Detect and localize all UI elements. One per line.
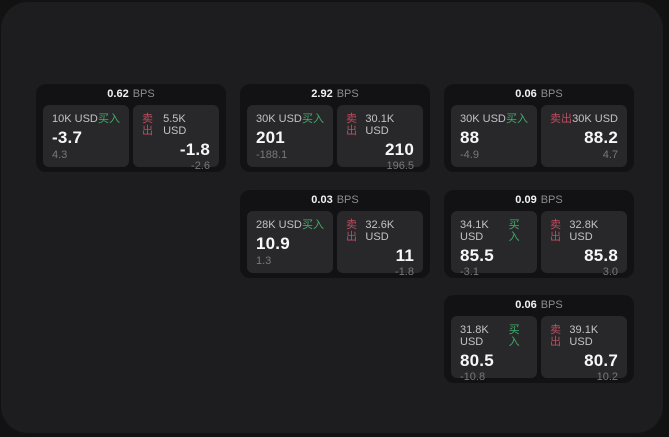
- quote-panels: 10K USD 买入 -3.7 4.3 卖出 5.5K USD -1.8 -2.…: [36, 105, 226, 172]
- quote-card-4: 0.03 BPS 28K USD 买入 10.9 1.3 卖出 32.6K US…: [240, 190, 430, 278]
- sell-panel[interactable]: 卖出 30.1K USD 210 196.5: [337, 105, 423, 172]
- quote-card-5: 0.09 BPS 34.1K USD 买入 85.5 -3.1 卖出 32.8K…: [444, 190, 634, 278]
- buy-price: 80.5: [460, 351, 494, 370]
- buy-panel[interactable]: 10K USD 买入 -3.7 4.3: [43, 105, 129, 167]
- buy-price: 85.5: [460, 246, 494, 265]
- sell-price: 11: [395, 246, 414, 265]
- sell-panel[interactable]: 卖出 32.6K USD 11 -1.8: [337, 211, 423, 278]
- bps-value: 0.62: [107, 88, 129, 100]
- buy-label: 买入: [506, 113, 528, 125]
- quote-card-6: 0.06 BPS 31.8K USD 买入 80.5 -10.8 卖出 39.1…: [444, 295, 634, 383]
- bps-value: 0.06: [515, 88, 537, 100]
- buy-amount: 31.8K USD: [460, 324, 489, 348]
- buy-amount: 34.1K USD: [460, 219, 489, 243]
- buy-panel[interactable]: 31.8K USD 买入 80.5 -10.8: [451, 316, 537, 383]
- quote-panels: 30K USD 买入 88 -4.9 卖出 30K USD 88.2 4.7: [444, 105, 634, 172]
- card-header: 0.03 BPS: [240, 190, 430, 211]
- sell-amount: 32.8K USD: [569, 219, 599, 243]
- bps-label: BPS: [132, 88, 155, 100]
- quote-panels: 31.8K USD 买入 80.5 -10.8 卖出 39.1K USD 80.…: [444, 316, 634, 383]
- buy-amount: 30K USD: [256, 113, 302, 125]
- buy-amount: 28K USD: [256, 219, 302, 231]
- card-header: 2.92 BPS: [240, 84, 430, 105]
- card-header: 0.09 BPS: [444, 190, 634, 211]
- buy-price: 10.9: [256, 234, 290, 253]
- sell-panel[interactable]: 卖出 5.5K USD -1.8 -2.6: [133, 105, 219, 172]
- buy-delta: 1.3: [256, 255, 272, 267]
- card-header: 0.62 BPS: [36, 84, 226, 105]
- sell-panel[interactable]: 卖出 32.8K USD 85.8 3.0: [541, 211, 627, 278]
- sell-price: -1.8: [179, 140, 210, 159]
- card-header: 0.06 BPS: [444, 84, 634, 105]
- quote-card-1: 0.62 BPS 10K USD 买入 -3.7 4.3 卖出 5.5K USD…: [36, 84, 226, 172]
- quote-panels: 34.1K USD 买入 85.5 -3.1 卖出 32.8K USD 85.8…: [444, 211, 634, 278]
- buy-label: 买入: [508, 324, 520, 348]
- sell-delta: 3.0: [602, 266, 618, 278]
- sell-panel[interactable]: 卖出 30K USD 88.2 4.7: [541, 105, 627, 167]
- quote-card-2: 2.92 BPS 30K USD 买入 201 -188.1 卖出 30.1K …: [240, 84, 430, 172]
- bps-label: BPS: [336, 88, 359, 100]
- buy-label: 买入: [302, 113, 324, 125]
- sell-label: 卖出: [346, 219, 357, 243]
- sell-price: 210: [385, 140, 414, 159]
- bps-label: BPS: [540, 299, 563, 311]
- buy-panel[interactable]: 34.1K USD 买入 85.5 -3.1: [451, 211, 537, 278]
- sell-label: 卖出: [550, 219, 561, 243]
- bps-value: 0.03: [311, 194, 333, 206]
- quote-panels: 30K USD 买入 201 -188.1 卖出 30.1K USD 210 1…: [240, 105, 430, 172]
- sell-label: 卖出: [142, 113, 153, 137]
- buy-label: 买入: [302, 219, 324, 231]
- bps-value: 0.09: [515, 194, 537, 206]
- buy-price: 88: [460, 128, 480, 147]
- sell-price: 88.2: [584, 128, 618, 147]
- buy-delta: -10.8: [460, 371, 486, 383]
- buy-price: -3.7: [52, 128, 83, 147]
- buy-delta: -4.9: [460, 149, 479, 161]
- sell-label: 卖出: [550, 324, 561, 348]
- buy-panel[interactable]: 30K USD 买入 201 -188.1: [247, 105, 333, 167]
- quote-card-3: 0.06 BPS 30K USD 买入 88 -4.9 卖出 30K USD 8…: [444, 84, 634, 172]
- sell-panel[interactable]: 卖出 39.1K USD 80.7 10.2: [541, 316, 627, 383]
- bps-label: BPS: [540, 88, 563, 100]
- buy-delta: -3.1: [460, 266, 479, 278]
- quote-panels: 28K USD 买入 10.9 1.3 卖出 32.6K USD 11 -1.8: [240, 211, 430, 278]
- buy-price: 201: [256, 128, 285, 147]
- sell-label: 卖出: [346, 113, 357, 137]
- sell-amount: 5.5K USD: [163, 113, 187, 137]
- sell-delta: -1.8: [395, 266, 414, 278]
- sell-delta: 4.7: [602, 149, 618, 161]
- buy-label: 买入: [508, 219, 520, 243]
- sell-amount: 30K USD: [572, 113, 618, 125]
- sell-delta: 196.5: [386, 160, 414, 172]
- buy-delta: 4.3: [52, 149, 68, 161]
- sell-price: 85.8: [584, 246, 618, 265]
- buy-amount: 30K USD: [460, 113, 506, 125]
- buy-panel[interactable]: 30K USD 买入 88 -4.9: [451, 105, 537, 167]
- bps-label: BPS: [336, 194, 359, 206]
- bps-value: 0.06: [515, 299, 537, 311]
- sell-label: 卖出: [550, 113, 572, 125]
- sell-amount: 32.6K USD: [365, 219, 395, 243]
- sell-delta: -2.6: [191, 160, 210, 172]
- sell-price: 80.7: [584, 351, 618, 370]
- buy-label: 买入: [98, 113, 120, 125]
- bps-label: BPS: [540, 194, 563, 206]
- card-header: 0.06 BPS: [444, 295, 634, 316]
- bps-value: 2.92: [311, 88, 333, 100]
- buy-amount: 10K USD: [52, 113, 98, 125]
- sell-amount: 30.1K USD: [365, 113, 395, 137]
- sell-amount: 39.1K USD: [569, 324, 599, 348]
- buy-delta: -188.1: [256, 149, 288, 161]
- buy-panel[interactable]: 28K USD 买入 10.9 1.3: [247, 211, 333, 273]
- sell-delta: 10.2: [596, 371, 618, 383]
